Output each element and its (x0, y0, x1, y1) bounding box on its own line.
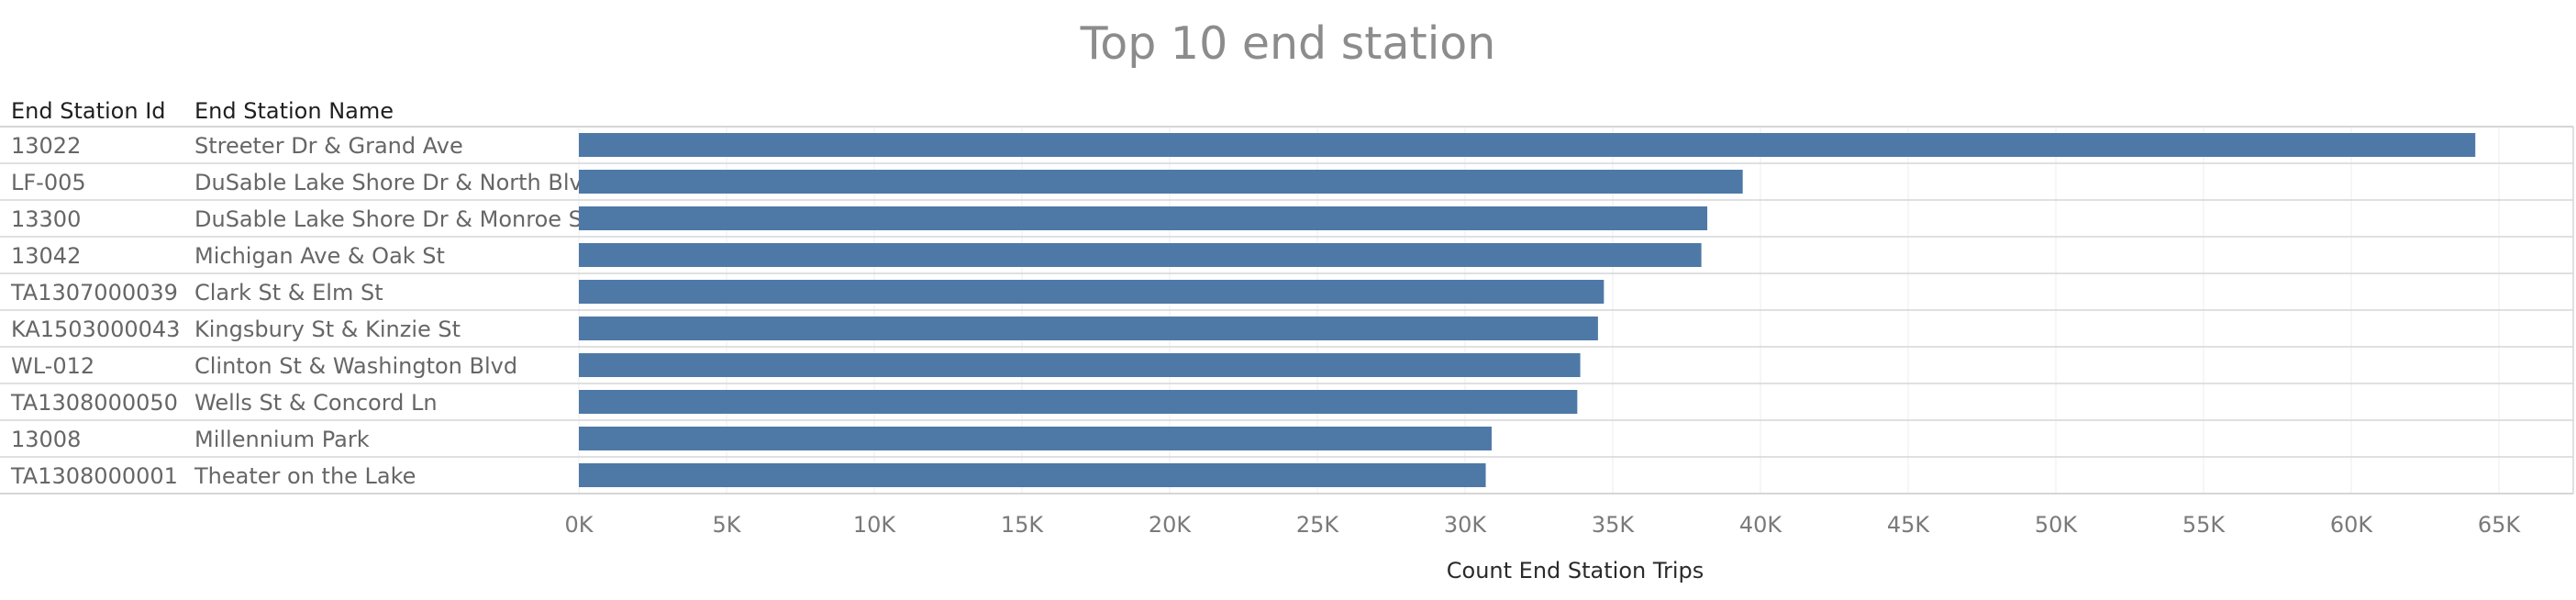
x-axis: 0K 5K 10K 15K 20K 25K 30K 35K 40K 45K 50K 55K 60K 65K (564, 512, 2521, 538)
bar (579, 170, 1743, 194)
table-row: 13042 Michigan Ave & Oak St (11, 243, 1702, 269)
x-tick-label: 60K (2330, 512, 2374, 538)
station-name-cell: Streeter Dr & Grand Ave (194, 133, 463, 159)
x-tick-label: 50K (2035, 512, 2079, 538)
station-id-cell: KA1503000043 (11, 317, 180, 342)
station-id-cell: LF-005 (11, 170, 86, 195)
station-name-cell: Clark St & Elm St (194, 280, 383, 306)
x-tick-label: 20K (1149, 512, 1193, 538)
x-tick-label: 5K (712, 512, 741, 538)
x-axis-label: Count End Station Trips (1447, 558, 1704, 583)
table-rows: 13022 Streeter Dr & Grand Ave LF-005 DuSabl… (0, 126, 2574, 494)
bar (579, 280, 1604, 304)
station-name-cell: Theater on the Lake (194, 463, 416, 489)
table-row: 13022 Streeter Dr & Grand Ave (11, 133, 2476, 159)
table-row: KA1503000043 Kingsbury St & Kinzie St (11, 317, 1598, 342)
station-name-cell: Wells St & Concord Ln (194, 390, 438, 416)
station-name-cell: Millennium Park (194, 427, 370, 452)
column-header-id: End Station Id (11, 98, 166, 124)
station-id-cell: TA1307000039 (10, 280, 178, 306)
bar (579, 243, 1702, 267)
station-id-cell: TA1308000001 (10, 463, 178, 489)
station-name-cell: DuSable Lake Shore Dr & North Blvd (194, 170, 596, 195)
station-name-cell: DuSable Lake Shore Dr & Monroe St (194, 206, 591, 232)
table-row: WL-012 Clinton St & Washington Blvd (11, 353, 1581, 379)
station-id-cell: 13042 (11, 243, 81, 269)
x-tick-label: 65K (2478, 512, 2522, 538)
x-tick-label: 45K (1887, 512, 1931, 538)
bar (579, 317, 1598, 340)
table-row: TA1308000001 Theater on the Lake (10, 463, 1486, 489)
bar (579, 427, 1492, 450)
station-id-cell: 13300 (11, 206, 81, 232)
station-id-cell: 13008 (11, 427, 81, 452)
bar (579, 390, 1578, 414)
bar (579, 206, 1708, 230)
x-tick-label: 35K (1592, 512, 1636, 538)
x-tick-label: 40K (1739, 512, 1783, 538)
x-tick-label: 25K (1296, 512, 1340, 538)
table-row: LF-005 DuSable Lake Shore Dr & North Blvd (11, 170, 1743, 195)
station-id-cell: 13022 (11, 133, 81, 159)
column-header-name: End Station Name (194, 98, 394, 124)
bar (579, 353, 1581, 377)
x-tick-label: 15K (1001, 512, 1045, 538)
x-tick-label: 55K (2182, 512, 2226, 538)
station-id-cell: WL-012 (11, 353, 94, 379)
station-name-cell: Kingsbury St & Kinzie St (194, 317, 461, 342)
x-tick-label: 10K (853, 512, 897, 538)
table-row: TA1308000050 Wells St & Concord Ln (10, 390, 1578, 416)
station-name-cell: Clinton St & Washington Blvd (194, 353, 517, 379)
table-row: TA1307000039 Clark St & Elm St (10, 280, 1604, 306)
x-tick-label: 30K (1444, 512, 1488, 538)
chart-title: Top 10 end station (1080, 17, 1496, 70)
bar (579, 133, 2476, 157)
station-id-cell: TA1308000050 (10, 390, 178, 416)
station-name-cell: Michigan Ave & Oak St (194, 243, 445, 269)
bar (579, 463, 1486, 487)
table-row: 13300 DuSable Lake Shore Dr & Monroe St (11, 206, 1708, 232)
table-row: 13008 Millennium Park (11, 427, 1492, 452)
x-tick-label: 0K (564, 512, 594, 538)
